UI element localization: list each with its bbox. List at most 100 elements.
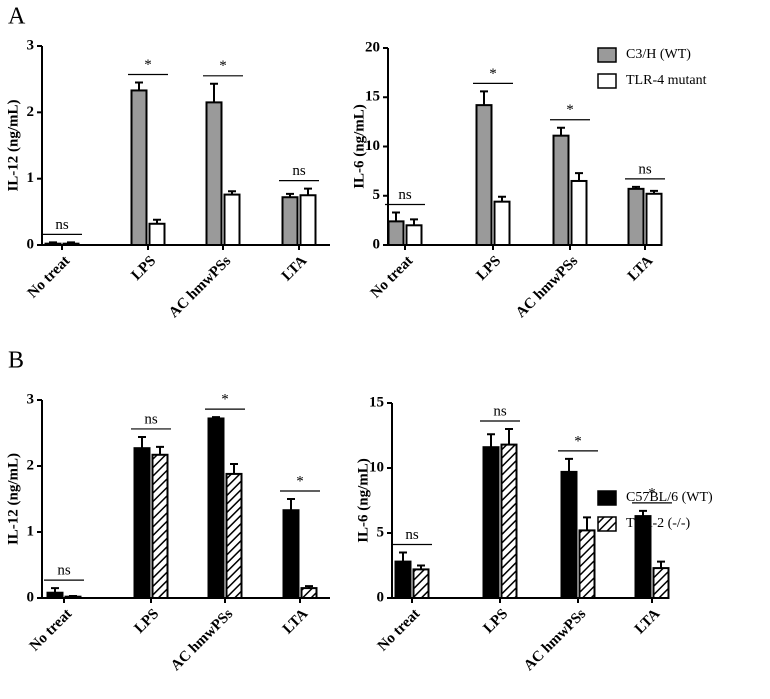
significance-label: ns [405,527,419,543]
y-tick-label: 1 [27,523,35,539]
error-bar [480,90,488,106]
error-bar [286,192,294,198]
legend-label: TLR-2 (-/-) [626,516,690,531]
y-tick-label: 0 [27,236,35,252]
x-tick-label: AC hmwPSs [513,253,581,321]
error-bar [69,595,77,598]
y-tick-label: 2 [27,104,35,120]
x-tick-label: LTA [632,606,663,637]
panel-label: A [8,4,26,30]
error-bar [51,587,59,593]
legend-label: C3/H (WT) [626,47,691,62]
x-tick-label: LPS [480,606,511,637]
bar [46,591,64,599]
error-bar [392,211,400,222]
error-bar [575,172,583,181]
significance-label: ns [144,411,158,427]
error-bar [632,185,640,189]
y-axis-label: IL-12 (ng/mL) [5,99,21,191]
bar [223,193,241,247]
error-bar [565,457,573,472]
error-bar [49,241,57,244]
x-tick-label: LPS [128,253,159,284]
x-tick-label: LPS [131,606,162,637]
bar [560,470,578,599]
significance-label: ns [493,403,507,419]
y-axis-label: IL-12 (ng/mL) [5,453,21,545]
significance-label: ns [292,163,306,179]
error-bar [399,551,407,562]
significance-label: * [144,57,152,73]
y-tick-label: 1 [27,170,35,186]
bar [405,224,423,247]
bar [148,222,166,246]
error-bar [498,195,506,202]
y-tick-label: 20 [365,39,380,55]
x-tick-label: LTA [280,606,311,637]
error-bar [505,428,513,445]
bar [645,192,663,246]
bar [412,568,430,600]
bar [570,179,588,247]
significance-label: * [219,58,227,74]
error-bar [639,509,647,517]
error-bar [210,82,218,103]
error-bar [557,126,565,136]
y-tick-label: 0 [373,236,381,252]
y-tick-label: 10 [369,459,384,475]
error-bar [417,564,425,570]
x-tick-label: No treat [25,253,74,302]
error-bar [228,190,236,195]
y-axis-label: IL-6 (ng/mL) [355,458,371,543]
error-bar [135,81,143,91]
bar [207,417,225,600]
bar [578,529,596,600]
error-bar [230,463,238,474]
legend-swatch [597,516,617,532]
significance-label: ns [55,217,69,233]
bar [225,472,243,600]
legend-swatch [597,490,617,506]
bar [133,447,151,599]
x-tick-label: No treat [27,606,76,655]
error-bar [305,585,313,589]
bar [627,187,645,246]
error-bar [138,435,146,449]
error-bar [657,560,665,569]
legend-label: TLR-4 mutant [626,73,707,88]
significance-label: * [574,433,582,449]
panel-label: B [8,348,24,374]
x-tick-label: No treat [375,606,424,655]
significance-label: ns [57,563,71,579]
bar [62,242,80,247]
y-tick-label: 5 [377,524,385,540]
bar [281,196,299,247]
bar [387,220,405,246]
significance-label: ns [638,161,652,177]
error-bar [410,218,418,226]
y-tick-label: 3 [27,37,35,53]
bar [493,200,511,247]
y-tick-label: 0 [27,589,35,605]
y-tick-label: 3 [27,391,35,407]
x-tick-label: AC hmwPSs [168,606,236,674]
error-bar [153,218,161,224]
legend-swatch [597,73,617,89]
error-bar [287,498,295,511]
legend-swatch [597,47,617,63]
y-tick-label: 2 [27,457,35,473]
error-bar [67,241,75,244]
error-bar [212,416,220,419]
x-tick-label: LTA [625,253,656,284]
y-axis-label: IL-6 (ng/mL) [351,104,367,189]
significance-label: * [489,66,497,82]
error-bar [304,187,312,196]
x-tick-label: LTA [279,253,310,284]
x-tick-label: No treat [368,253,417,302]
bar [130,89,148,247]
bar [151,453,169,599]
significance-label: * [566,102,574,118]
x-tick-label: AC hmwPSs [166,253,234,321]
error-bar [487,433,495,448]
